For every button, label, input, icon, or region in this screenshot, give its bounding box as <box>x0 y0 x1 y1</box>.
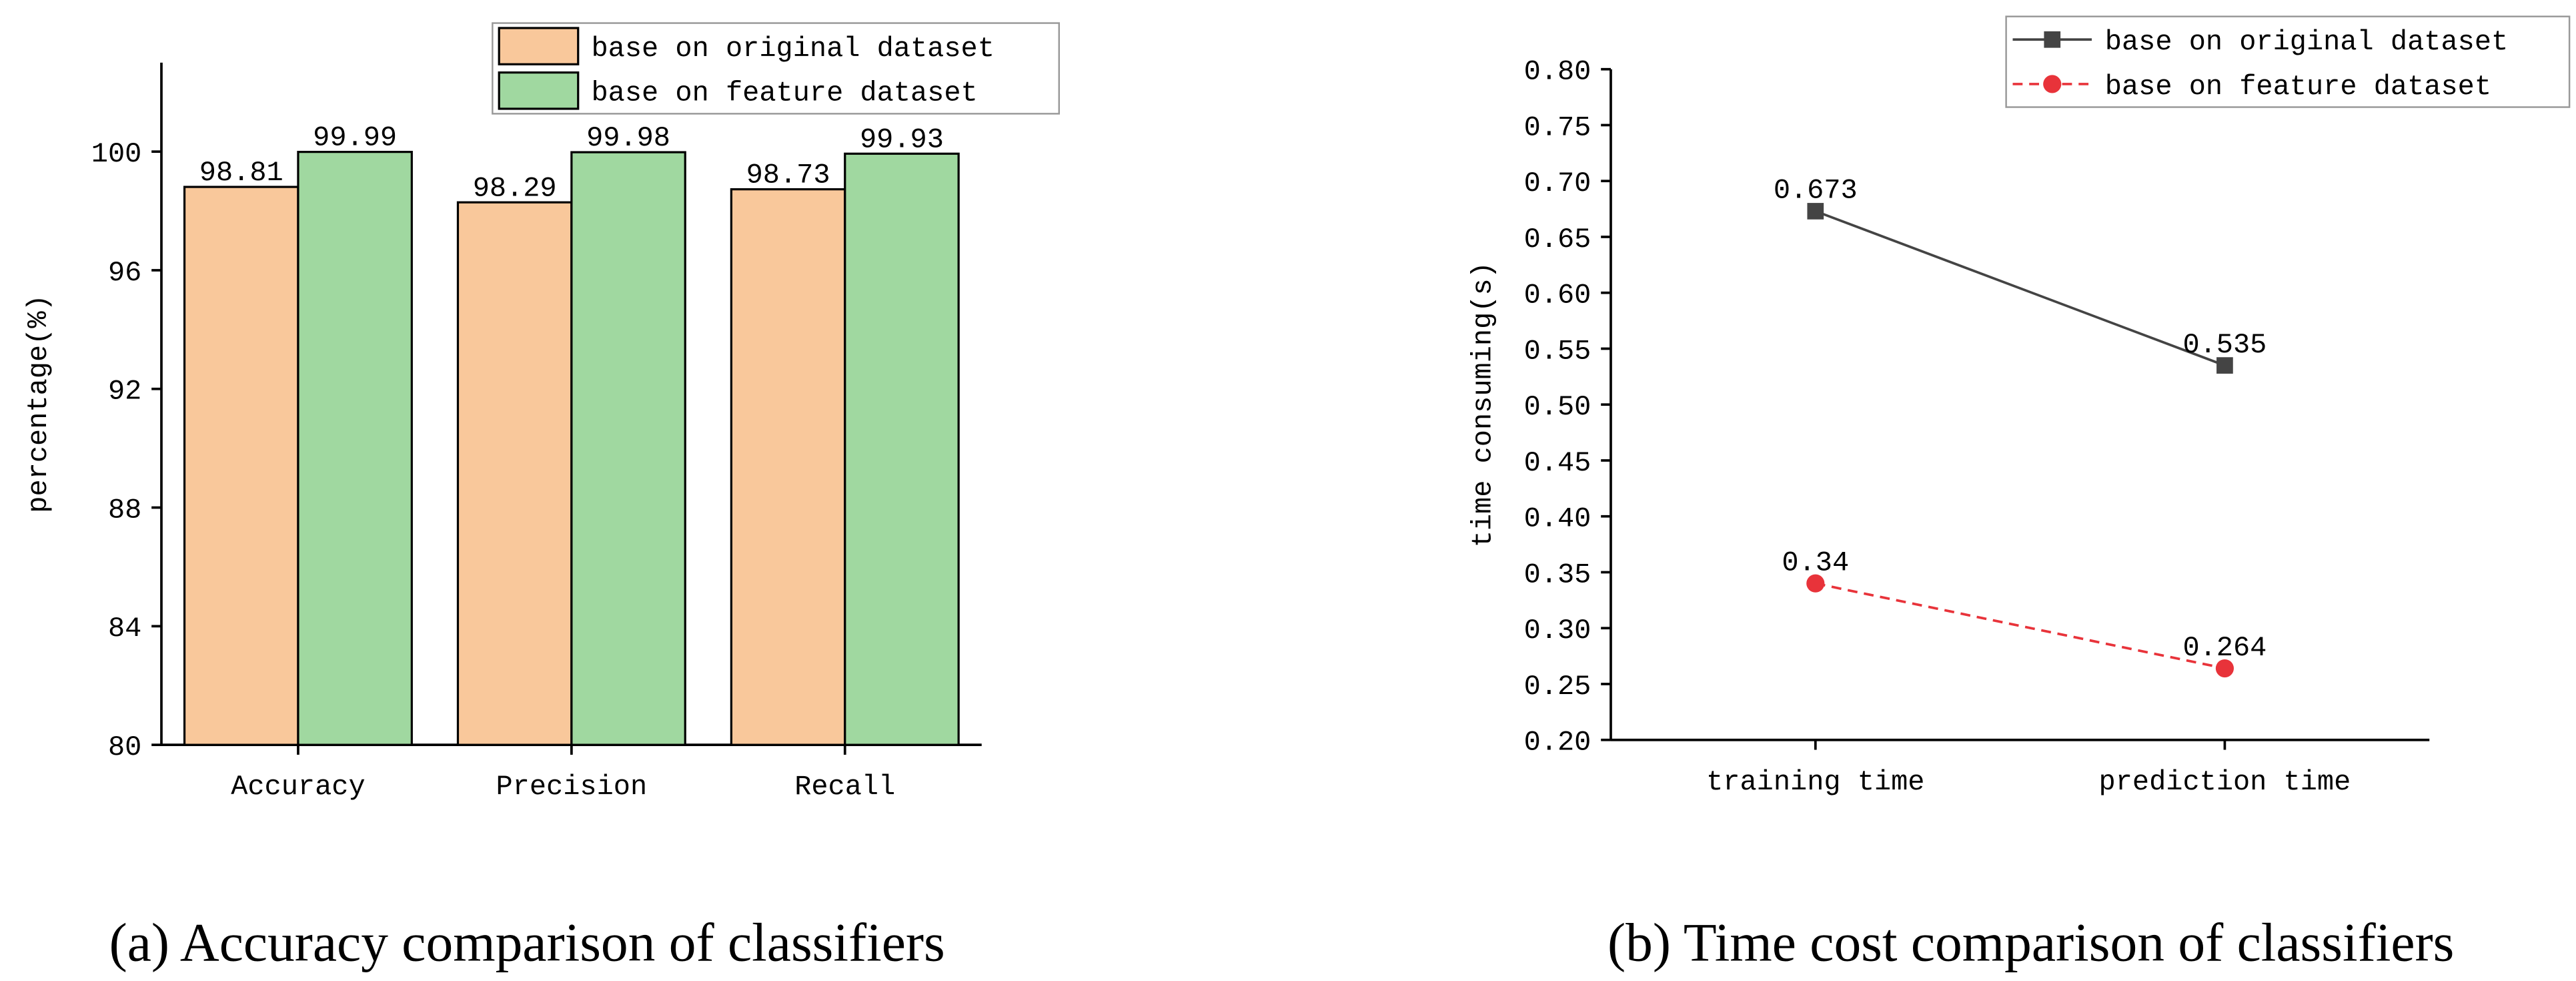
x-tick-label: training time <box>1706 766 1924 798</box>
y-tick-label: 100 <box>91 138 142 170</box>
y-tick-label: 84 <box>108 613 141 645</box>
y-tick-label: 0.20 <box>1524 727 1591 759</box>
value-label: 98.81 <box>199 157 283 189</box>
y-tick-label: 0.65 <box>1524 224 1591 256</box>
legend-swatch <box>498 71 580 110</box>
y-tick-label: 96 <box>108 257 141 289</box>
legend-label: base on feature dataset <box>591 77 977 109</box>
legend-marker <box>2044 31 2061 48</box>
bar <box>297 151 413 746</box>
legend-swatch <box>498 27 580 65</box>
bar <box>456 201 573 746</box>
y-tick-label: 0.30 <box>1524 615 1591 647</box>
value-label: 0.264 <box>2182 632 2267 664</box>
legend-label: base on original dataset <box>591 33 994 65</box>
y-tick-label: 0.35 <box>1524 559 1591 591</box>
series-line <box>1815 210 2226 367</box>
value-label: 0.673 <box>1774 175 1858 207</box>
marker <box>1806 574 1825 593</box>
legend-label: base on feature dataset <box>2105 71 2491 103</box>
y-tick-label: 0.70 <box>1524 168 1591 200</box>
marker <box>1807 203 1824 220</box>
marker <box>2215 659 2234 678</box>
value-label: 98.29 <box>473 172 557 204</box>
caption: (b) Time cost comparison of classifiers <box>1607 912 2454 973</box>
legend-box <box>2005 15 2571 108</box>
bar <box>730 188 846 746</box>
y-tick-label: 80 <box>108 731 141 763</box>
value-label: 0.34 <box>1782 547 1849 579</box>
x-tick-label: Accuracy <box>231 771 365 803</box>
y-tick-label: 0.50 <box>1524 391 1591 423</box>
y-tick-label: 0.55 <box>1524 335 1591 367</box>
caption: (a) Accuracy comparison of classifiers <box>109 912 945 973</box>
value-label: 98.73 <box>746 159 830 192</box>
legend-box <box>492 22 1061 115</box>
y-axis-label: time consuming(s) <box>1467 262 1499 547</box>
legend-label: base on original dataset <box>2105 26 2508 58</box>
value-label: 99.93 <box>860 123 944 155</box>
value-label: 99.99 <box>313 122 397 154</box>
series-line <box>1815 582 2225 670</box>
y-tick-label: 88 <box>108 494 141 526</box>
bar <box>844 152 960 746</box>
y-tick-label: 0.45 <box>1524 447 1591 479</box>
y-tick-label: 92 <box>108 376 141 408</box>
y-axis-label: percentage(%) <box>23 294 55 513</box>
bar <box>570 151 686 746</box>
x-tick-label: Precision <box>496 771 648 803</box>
y-tick-label: 0.60 <box>1524 280 1591 312</box>
y-tick-label: 0.75 <box>1524 111 1591 143</box>
bar <box>183 186 299 746</box>
x-tick-label: Recall <box>794 771 895 803</box>
y-tick-label: 0.25 <box>1524 671 1591 703</box>
x-tick-label: prediction time <box>2099 766 2351 798</box>
value-label: 0.535 <box>2182 329 2267 361</box>
value-label: 99.98 <box>586 122 670 154</box>
y-tick-label: 0.40 <box>1524 503 1591 535</box>
marker <box>2216 357 2233 374</box>
legend-marker <box>2043 75 2062 93</box>
y-tick-label: 0.80 <box>1524 56 1591 88</box>
